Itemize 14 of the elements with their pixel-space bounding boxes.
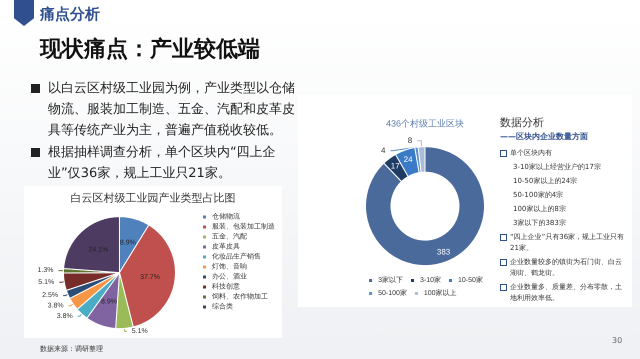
text: 数据分析 xyxy=(500,115,544,130)
data-label: 4 xyxy=(380,146,386,156)
data-label: 8 xyxy=(408,136,413,146)
text: 30 xyxy=(612,336,622,345)
text: 根据抽样调查分析，单个区块内“四上企业”仅36家，规上工业只21家。 xyxy=(48,144,277,183)
data-label: 24 xyxy=(404,154,414,164)
text: 以白云区村级工业园为例，产业类型以仓储物流、服装加工制造、五金、汽配和皮革皮具等传统产业为主，普遍产值税收较低。 xyxy=(48,80,296,140)
data-label: 383 xyxy=(436,248,451,257)
text: ——区块内企业数量方面 xyxy=(500,131,588,142)
text: 痛点分析 xyxy=(40,5,100,24)
chart-title: 白云区村级工业园产业类型占比图 xyxy=(70,192,236,204)
data-label: 17 xyxy=(390,162,400,171)
chart-title: 436个村级工业区块 xyxy=(386,118,464,128)
text: 现状痛点：产业较低端 xyxy=(40,36,260,64)
